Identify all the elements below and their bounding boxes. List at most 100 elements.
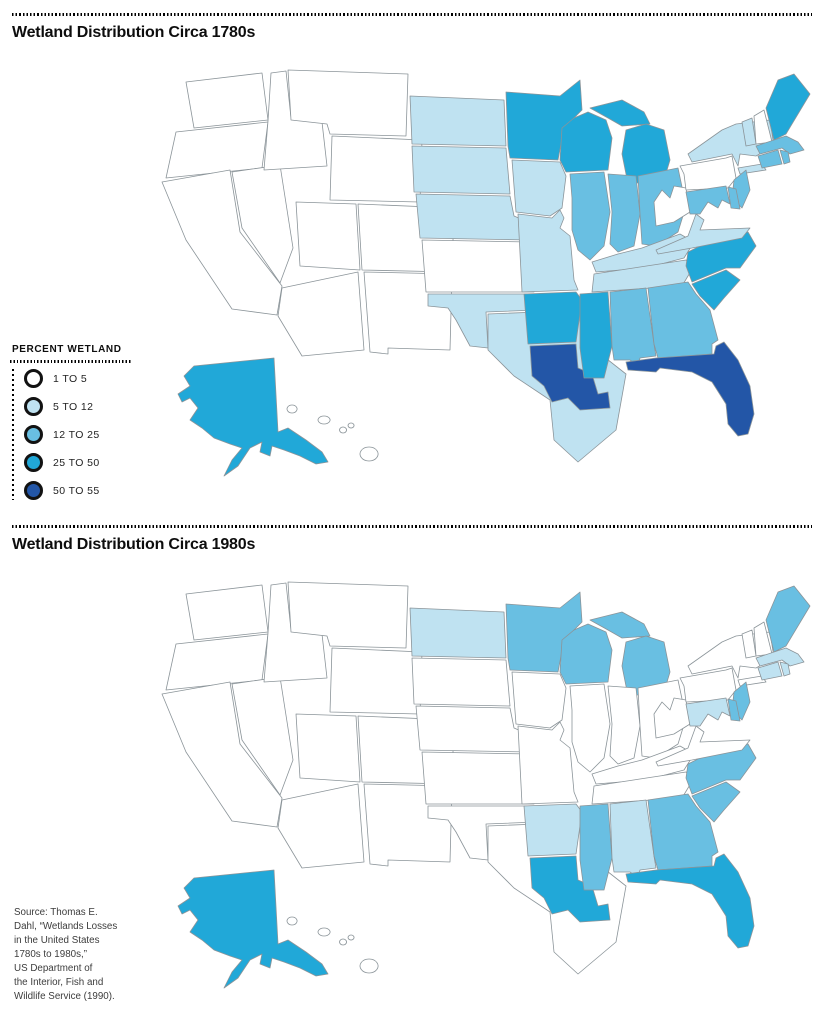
state-wy-1980s <box>329 647 423 715</box>
state-ms-1980s <box>579 803 613 891</box>
state-fl-1780s <box>625 341 755 437</box>
legend-swatch-icon <box>24 481 43 500</box>
state-ct-1980s <box>757 661 783 681</box>
state-mi-1780s <box>589 99 651 127</box>
state-sd-1980s <box>411 657 511 707</box>
state-va-1980s <box>655 725 751 767</box>
state-me-1980s <box>765 585 811 653</box>
state-sc-1980s <box>691 781 741 823</box>
state-wy-1780s <box>329 135 423 203</box>
source-line: the Interior, Fish and <box>14 977 104 988</box>
us-map-1980s <box>161 581 811 989</box>
state-nd-1980s <box>409 607 507 659</box>
state-md-1980s <box>685 697 731 727</box>
legend-item-label: 50 TO 55 <box>53 484 100 497</box>
legend-swatch-icon <box>24 425 43 444</box>
state-pa-1980s <box>679 667 737 703</box>
source-citation: Source: Thomas E. Dahl, “Wetlands Losses… <box>14 906 142 1004</box>
state-me-1780s <box>765 73 811 141</box>
state-ak-1980s <box>177 869 329 989</box>
state-ia-1780s <box>511 159 567 217</box>
state-md-1780s <box>685 185 731 215</box>
state-ri-1980s <box>779 661 791 677</box>
state-ne-1780s <box>415 193 531 241</box>
legend-dotted-vline <box>12 369 14 500</box>
source-line: Wildlife Service (1990). <box>14 991 115 1002</box>
section-title-1780s: Wetland Distribution Circa 1780s <box>12 24 256 41</box>
legend-dotted-topline <box>10 360 132 363</box>
state-hi-1980s <box>339 938 347 946</box>
legend-item: 5 TO 12 <box>24 397 132 416</box>
state-mi-1980s <box>589 611 651 639</box>
state-hi-1780s <box>317 415 331 425</box>
source-line: US Department of <box>14 963 93 974</box>
state-ia-1980s <box>511 671 567 729</box>
legend-item-label: 25 TO 50 <box>53 456 100 469</box>
state-ut-1780s <box>295 201 361 271</box>
dotted-divider-top <box>12 13 812 16</box>
source-line: 1780s to 1980s,” <box>14 949 87 960</box>
state-wa-1780s <box>185 72 269 129</box>
state-mo-1980s <box>517 721 579 805</box>
percent-wetland-legend: PERCENT WETLAND 1 TO 5 5 TO 12 12 TO 25 25 … <box>10 344 132 509</box>
state-la-1980s <box>529 855 611 923</box>
state-ct-1780s <box>757 149 783 169</box>
state-hi-1780s <box>286 404 298 414</box>
state-wv-1780s <box>653 185 691 227</box>
state-ne-1980s <box>415 705 531 753</box>
state-tn-1980s <box>591 771 695 805</box>
legend-items: 1 TO 5 5 TO 12 12 TO 25 25 TO 50 50 TO 55 <box>24 369 132 500</box>
state-ar-1980s <box>523 803 583 857</box>
section-title-1980s: Wetland Distribution Circa 1980s <box>12 536 256 553</box>
state-hi-1780s <box>339 426 347 434</box>
state-ma-1780s <box>755 135 805 155</box>
state-va-1780s <box>655 213 751 255</box>
state-mt-1980s <box>287 581 409 649</box>
state-ca-1780s <box>161 169 283 316</box>
state-wv-1980s <box>653 697 691 739</box>
state-ak-1780s <box>177 357 329 477</box>
state-tn-1780s <box>591 259 695 293</box>
legend-item-label: 1 TO 5 <box>53 372 88 385</box>
state-hi-1980s <box>286 916 298 926</box>
state-in-1980s <box>607 685 641 765</box>
state-ks-1780s <box>421 239 535 293</box>
state-pa-1780s <box>679 155 737 191</box>
state-wa-1980s <box>185 584 269 641</box>
legend-title: PERCENT WETLAND <box>12 344 122 355</box>
state-de-1780s <box>727 186 741 210</box>
state-ri-1780s <box>779 149 791 165</box>
dotted-divider-middle <box>12 525 812 528</box>
source-line: Source: Thomas E. <box>14 907 98 918</box>
state-sc-1780s <box>691 269 741 311</box>
state-wi-1780s <box>559 111 613 173</box>
state-hi-1780s <box>347 422 355 429</box>
legend-swatch-icon <box>24 453 43 472</box>
state-ga-1780s <box>647 281 719 359</box>
us-map-1780s <box>161 69 811 477</box>
state-ks-1980s <box>421 751 535 805</box>
state-la-1780s <box>529 343 611 411</box>
legend-swatch-icon <box>24 369 43 388</box>
state-mo-1780s <box>517 209 579 293</box>
state-ms-1780s <box>579 291 613 379</box>
state-sd-1780s <box>411 145 511 195</box>
state-ma-1980s <box>755 647 805 667</box>
state-hi-1980s <box>347 934 355 941</box>
state-wi-1980s <box>559 623 613 685</box>
source-line: in the United States <box>14 935 100 946</box>
state-mt-1780s <box>287 69 409 137</box>
state-ga-1980s <box>647 793 719 871</box>
legend-item: 12 TO 25 <box>24 425 132 444</box>
state-in-1780s <box>607 173 641 253</box>
legend-item-label: 5 TO 12 <box>53 400 94 413</box>
state-az-1780s <box>277 271 365 357</box>
state-il-1980s <box>569 683 611 773</box>
state-ut-1980s <box>295 713 361 783</box>
legend-swatch-icon <box>24 397 43 416</box>
state-ar-1780s <box>523 291 583 345</box>
source-line: Dahl, “Wetlands Losses <box>14 921 118 932</box>
state-hi-1780s <box>359 446 379 462</box>
legend-item-label: 12 TO 25 <box>53 428 100 441</box>
